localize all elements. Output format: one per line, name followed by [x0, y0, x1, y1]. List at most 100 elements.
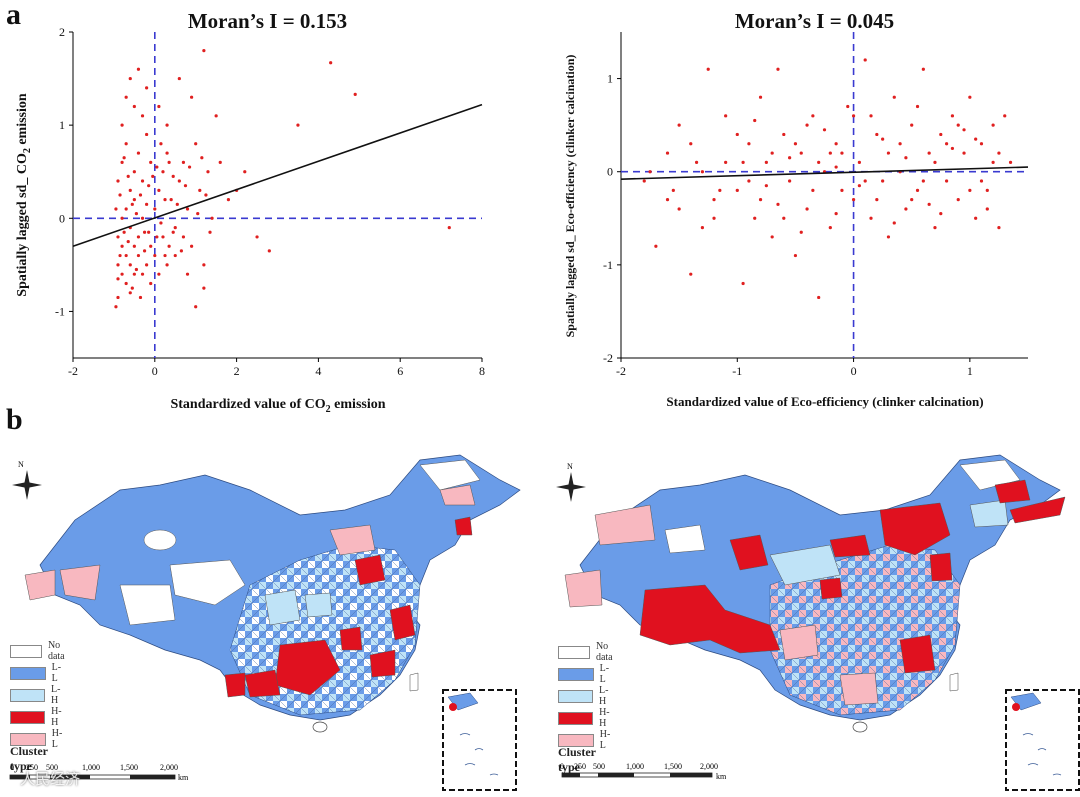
scatter-point — [179, 249, 183, 253]
scale-tick: 2,000 — [160, 763, 178, 772]
scatter-point — [181, 235, 186, 239]
scale-tick: 500 — [593, 762, 605, 771]
scatter-point — [165, 123, 169, 127]
scatter-point — [985, 188, 989, 192]
scatter-point — [202, 49, 206, 53]
scatter-point — [939, 132, 943, 137]
swatch-lh — [10, 688, 45, 702]
legend-label: L-H — [50, 684, 61, 706]
scatter-point — [857, 184, 861, 188]
scatter-point — [805, 207, 809, 211]
legend-label: H-H — [51, 706, 62, 728]
scatter-point — [138, 193, 143, 197]
scatter-point — [689, 272, 693, 276]
scatter-point — [267, 249, 271, 253]
scatter-point — [939, 212, 943, 216]
scatter-point — [724, 114, 728, 118]
scatter-point — [145, 132, 149, 137]
x-tick-label: 6 — [397, 364, 403, 378]
scatter-point — [904, 207, 908, 211]
regression-line — [72, 103, 483, 247]
scatter-point — [712, 216, 716, 220]
swatch-no-data — [558, 645, 590, 659]
x-tick-label: -2 — [68, 364, 78, 378]
x-tick-label: -1 — [732, 364, 742, 378]
scale-bar — [9, 774, 176, 780]
scatter-point — [886, 235, 891, 239]
scale-tick: 0 — [560, 762, 564, 771]
scatter-point — [822, 128, 827, 132]
scatter-point — [149, 244, 153, 248]
x-tick-label: 0 — [152, 364, 158, 378]
scatter-point — [747, 179, 751, 183]
scatter-point — [956, 123, 960, 127]
x-axis-label: Standardized value of Eco-efficiency (cl… — [666, 394, 983, 409]
scatter-point — [149, 160, 153, 164]
scatter-point — [712, 198, 716, 202]
scatter-point — [173, 253, 177, 258]
scale-tick: 1,000 — [626, 762, 644, 771]
scatter-point — [296, 123, 300, 127]
scatter-point — [145, 202, 149, 206]
y-tick-label: -2 — [603, 351, 613, 365]
scatter-point — [857, 160, 861, 164]
legend-item-hh: H-H — [558, 707, 615, 729]
north-label: N — [567, 462, 573, 471]
x-axis-label: Standardized value of CO2 emission — [170, 397, 385, 415]
scatter-point — [724, 160, 728, 164]
scale-tick: 0 — [10, 763, 14, 772]
scatter-point — [175, 202, 179, 206]
scatter-point — [962, 151, 966, 155]
scatter-point — [151, 174, 155, 178]
scatter-point — [985, 207, 989, 211]
scatter-point — [793, 253, 798, 258]
scatter-point — [163, 198, 167, 202]
x-tick-label: 1 — [967, 364, 973, 378]
y-tick-label: -1 — [55, 304, 65, 318]
scatter-point — [782, 216, 786, 220]
scatter-point — [799, 151, 803, 155]
scatter-point — [863, 58, 867, 62]
scatter-point — [329, 61, 333, 65]
scatter-point — [881, 137, 885, 141]
scatter-point — [851, 114, 856, 118]
scatter-point — [950, 146, 955, 151]
scatter-point — [817, 160, 821, 164]
scatter-point — [950, 114, 955, 118]
scatter-point — [665, 151, 670, 155]
scatter-point — [165, 151, 169, 155]
scatter-point — [689, 142, 693, 146]
scatter-point — [962, 128, 966, 132]
scatter-point — [202, 286, 206, 290]
scatter-point — [945, 179, 949, 183]
scatter-point — [153, 207, 157, 211]
scatter-point — [218, 160, 222, 164]
scatter-point — [196, 212, 200, 216]
swatch-hh — [558, 711, 594, 725]
scatter-point — [130, 286, 134, 290]
legend-label: L-H — [598, 685, 609, 707]
scatter-point — [834, 212, 838, 216]
swatch-lh — [558, 689, 593, 703]
scatter-point — [776, 67, 780, 71]
scatter-point — [116, 277, 120, 281]
scatter-point — [817, 295, 821, 300]
scatter-point — [718, 188, 722, 192]
scatter-point — [700, 226, 704, 230]
scatter-point — [165, 263, 169, 267]
scatter-point — [204, 193, 208, 197]
scatter-point — [741, 160, 745, 164]
scatter-point — [642, 179, 646, 183]
scatter-point — [159, 221, 163, 225]
scatter-point — [927, 202, 931, 206]
legend-label: H-L — [599, 729, 611, 751]
scatter-point — [747, 142, 751, 146]
scatter-point — [869, 216, 873, 220]
chart-title: Moran’s I = 0.045 — [735, 9, 894, 33]
legend-item-hl: H-L — [558, 729, 615, 751]
scatter-point — [654, 244, 658, 248]
scatter-point — [1003, 114, 1007, 118]
scatter-point — [157, 272, 161, 276]
x-tick-label: 4 — [315, 364, 321, 378]
regression-line — [620, 166, 1029, 180]
